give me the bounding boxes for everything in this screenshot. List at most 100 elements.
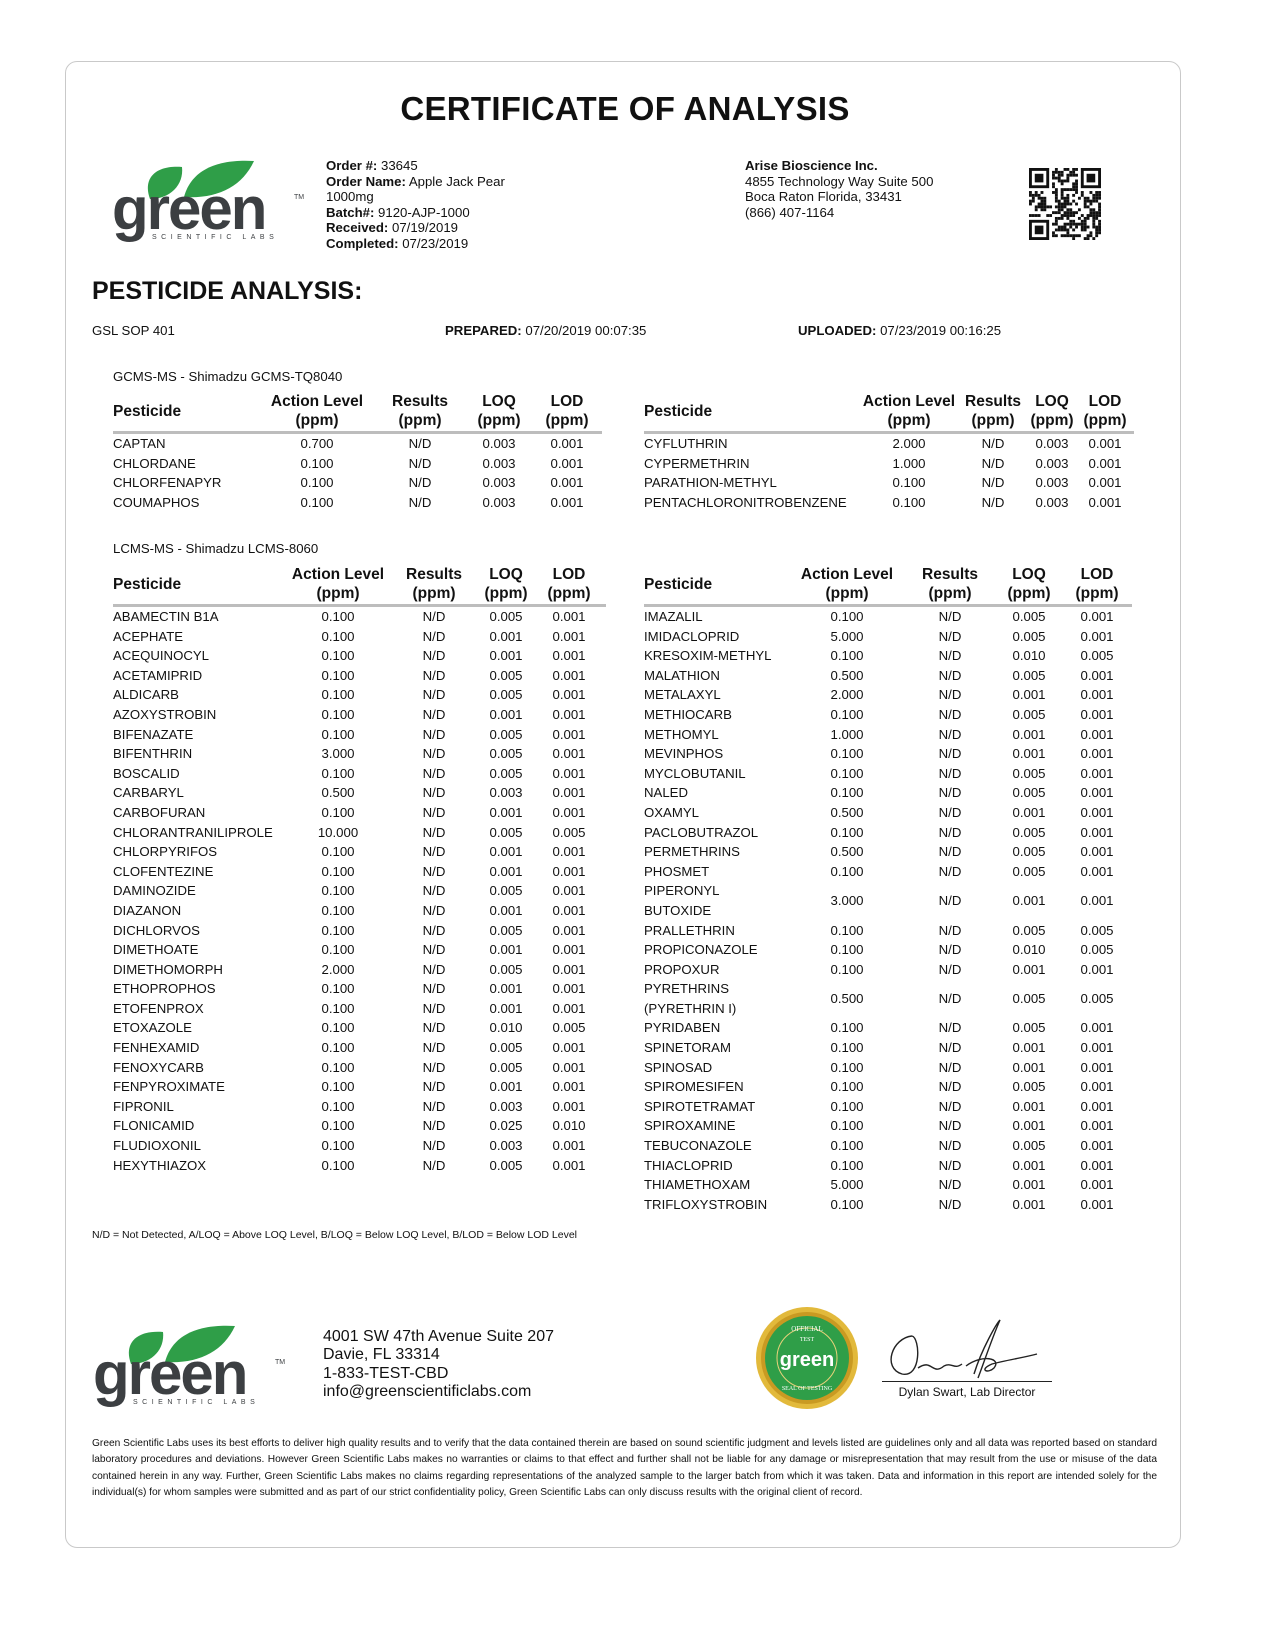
table-row: CAPTAN 0.700 N/D 0.003 0.001	[113, 434, 602, 454]
pesticide-name: MALATHION	[644, 667, 720, 683]
loq: 0.001	[489, 628, 523, 644]
column-header: LOD (ppm)	[1062, 565, 1132, 603]
loq: 0.001	[1012, 1177, 1046, 1193]
action-level: 0.100	[892, 494, 926, 510]
lod: 0.001	[552, 1079, 586, 1095]
column-header: Action Level (ppm)	[288, 565, 388, 603]
loq: 0.005	[1012, 765, 1046, 781]
table-row: DICHLORVOS 0.100 N/D 0.005 0.001	[113, 921, 606, 941]
column-header-text: (ppm)	[477, 412, 521, 429]
result: N/D	[938, 1020, 962, 1036]
lod: 0.001	[1080, 785, 1114, 801]
action-level: 0.500	[830, 991, 864, 1007]
gcms-table-right: Pesticide Action Level (ppm) Results (ppm) LO…	[644, 392, 1134, 512]
pesticide-name: BIFENTHRIN	[113, 746, 193, 762]
svg-text:SCIENTIFIC LABS: SCIENTIFIC LABS	[133, 1399, 259, 1406]
table-row: PARATHION-METHYL 0.100 N/D 0.003 0.001	[644, 473, 1134, 493]
result: N/D	[938, 667, 962, 683]
loq: 0.010	[1012, 942, 1046, 958]
column-header-text: (ppm)	[1030, 412, 1074, 429]
loq: 0.001	[489, 706, 523, 722]
pesticide-name: METHOMYL	[644, 726, 719, 742]
pesticide-name: DAMINOZIDE	[113, 883, 196, 899]
loq: 0.010	[1012, 648, 1046, 664]
lod: 0.001	[552, 1000, 586, 1016]
lod: 0.001	[1088, 475, 1122, 491]
lod: 0.001	[552, 902, 586, 918]
pesticide-name: KRESOXIM-METHYL	[644, 648, 772, 664]
column-header-text: (ppm)	[887, 412, 931, 429]
column-header: LOD (ppm)	[1076, 392, 1134, 430]
result: N/D	[422, 1157, 446, 1173]
batch-label: Batch#:	[326, 204, 375, 220]
action-level: 0.100	[321, 1138, 355, 1154]
gcms-instrument: GCMS-MS - Shimadzu GCMS-TQ8040	[113, 369, 343, 384]
column-header: LOQ (ppm)	[1028, 392, 1076, 430]
result: N/D	[938, 687, 962, 703]
pesticide-name: CHLORDANE	[113, 455, 196, 471]
column-header-text: (ppm)	[295, 412, 339, 429]
result: N/D	[938, 804, 962, 820]
action-level: 1.000	[830, 726, 864, 742]
loq: 0.003	[482, 494, 516, 510]
result: N/D	[981, 494, 1005, 510]
table-row: SPINOSAD 0.100 N/D 0.001 0.001	[644, 1058, 1132, 1078]
lod: 0.001	[1080, 1079, 1114, 1095]
order-info: Order #: 33645 Order Name: Apple Jack Pe…	[326, 158, 505, 251]
action-level: 0.100	[830, 1079, 864, 1095]
action-level: 0.100	[830, 648, 864, 664]
table-row: CHLORDANE 0.100 N/D 0.003 0.001	[113, 454, 602, 474]
loq: 0.003	[1035, 455, 1069, 471]
pesticide-name: CYFLUTHRIN	[644, 436, 728, 451]
loq: 0.003	[489, 1098, 523, 1114]
column-header-text: (ppm)	[545, 412, 589, 429]
loq: 0.001	[489, 1079, 523, 1095]
result: N/D	[422, 981, 446, 997]
lod: 0.001	[1080, 804, 1114, 820]
table-row: PYRIDABEN 0.100 N/D 0.005 0.001	[644, 1018, 1132, 1038]
pesticide-name: PYRETHRINS (PYRETHRIN I)	[644, 981, 737, 1016]
pesticide-name: DICHLORVOS	[113, 922, 200, 938]
lab-email[interactable]: info@greenscientificlabs.com	[323, 1383, 532, 1401]
pesticide-name: ACEQUINOCYL	[113, 648, 209, 664]
pesticide-name: DIMETHOMORPH	[113, 961, 223, 977]
lod: 0.001	[550, 494, 584, 510]
result: N/D	[938, 746, 962, 762]
result: N/D	[422, 648, 446, 664]
action-level: 0.100	[321, 883, 355, 899]
pesticide-name: ACEPHATE	[113, 628, 184, 644]
pesticide-name: PROPOXUR	[644, 961, 720, 977]
uploaded-label: UPLOADED:	[798, 323, 877, 338]
loq: 0.001	[1012, 1157, 1046, 1173]
result: N/D	[938, 785, 962, 801]
svg-text:TEST: TEST	[800, 1337, 815, 1343]
table-row: PROPOXUR 0.100 N/D 0.001 0.001	[644, 960, 1132, 980]
loq: 0.005	[1012, 609, 1046, 624]
pesticide-name: SPIROMESIFEN	[644, 1079, 744, 1095]
lod: 0.001	[1080, 1177, 1114, 1193]
pesticide-name: OXAMYL	[644, 804, 699, 820]
loq: 0.005	[489, 883, 523, 899]
action-level: 0.100	[321, 1059, 355, 1075]
action-level: 0.100	[830, 706, 864, 722]
table-row: SPIROTETRAMAT 0.100 N/D 0.001 0.001	[644, 1097, 1132, 1117]
result: N/D	[981, 475, 1005, 491]
table-row: HEXYTHIAZOX 0.100 N/D 0.005 0.001	[113, 1156, 606, 1176]
svg-text:TM: TM	[294, 194, 304, 201]
result: N/D	[422, 765, 446, 781]
result: N/D	[422, 883, 446, 899]
pesticide-name: CARBOFURAN	[113, 804, 206, 820]
lcms-table-right: Pesticide Action Level (ppm) Results (ppm) LO…	[644, 565, 1132, 1214]
loq: 0.005	[489, 961, 523, 977]
pesticide-name: TRIFLOXYSTROBIN	[644, 1196, 768, 1212]
loq: 0.001	[489, 942, 523, 958]
loq: 0.001	[1012, 893, 1046, 909]
table-row: ACEQUINOCYL 0.100 N/D 0.001 0.001	[113, 646, 606, 666]
gcms-table-left: Pesticide Action Level (ppm) Results (ppm) LO…	[113, 392, 602, 512]
lod: 0.001	[1080, 746, 1114, 762]
result: N/D	[422, 942, 446, 958]
pesticide-name: SPIROXAMINE	[644, 1118, 736, 1134]
result: N/D	[422, 609, 446, 624]
action-level: 0.100	[830, 922, 864, 938]
action-level: 2.000	[892, 436, 926, 451]
